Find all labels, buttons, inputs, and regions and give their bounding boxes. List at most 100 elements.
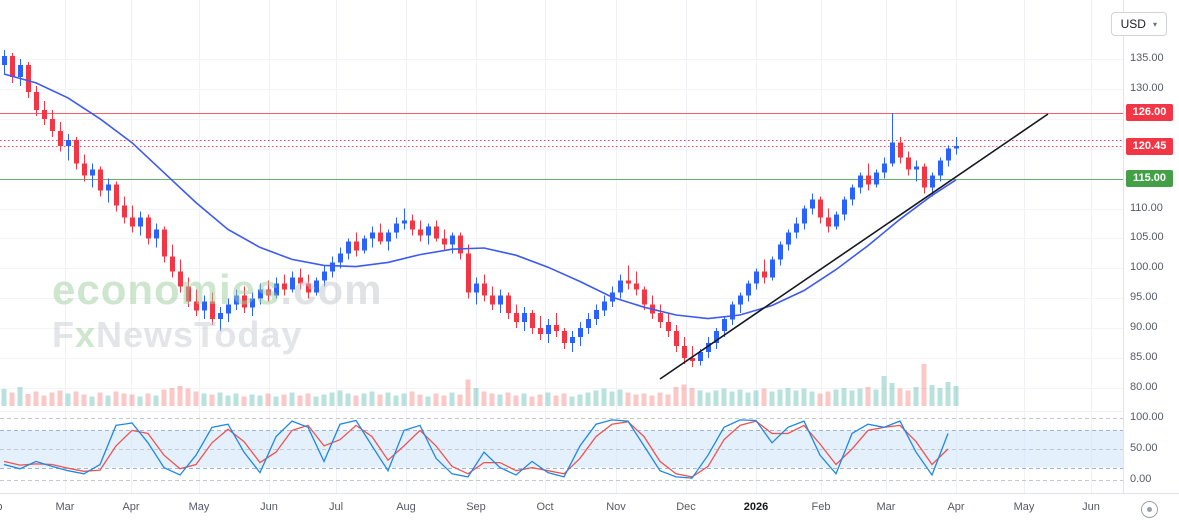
volume-bar	[841, 387, 847, 406]
volume-bar	[377, 394, 383, 406]
volume-bar	[369, 391, 375, 406]
volume-bar	[217, 392, 223, 406]
price-axis-label: 80.00	[1130, 381, 1158, 393]
candle-body	[314, 280, 319, 293]
candle-body	[154, 229, 159, 239]
candle-body	[138, 217, 143, 227]
volume-bar	[153, 395, 159, 406]
volume-bar	[281, 394, 287, 406]
oscillator-layer	[0, 418, 1123, 481]
time-axis-label: May	[188, 501, 210, 513]
volume-bar	[801, 388, 807, 406]
candle-body	[18, 65, 23, 77]
candle-body	[850, 187, 855, 200]
volume-bar	[25, 394, 31, 406]
price-axis[interactable]: 135.00 130.00 110.00 105.00 100.00 95.00 90.00…	[1124, 0, 1179, 493]
candle-body	[98, 169, 103, 191]
time-axis[interactable]: Feb Mar Apr May Jun Jul Aug Sep Oct Nov Dec 2026 Feb…	[0, 494, 1179, 522]
price-level-badge: 126.00	[1126, 104, 1173, 122]
candle-body	[570, 337, 575, 344]
candle-body	[754, 271, 759, 284]
candle-body	[162, 229, 167, 257]
grid-layer	[0, 0, 1123, 493]
time-axis-label: Apr	[122, 501, 140, 513]
volume-bar	[513, 395, 519, 406]
volume-bar	[185, 388, 191, 406]
volume-bar	[337, 390, 343, 406]
candle-body	[602, 301, 607, 311]
candle-body	[546, 325, 551, 335]
candle-body	[186, 286, 191, 302]
stochastic-k-line	[3, 419, 949, 479]
axis-target-icon[interactable]	[1141, 501, 1158, 518]
candle-body	[354, 241, 359, 251]
time-axis-label: Aug	[396, 501, 416, 513]
volume-bar	[321, 394, 327, 406]
volume-bar	[553, 395, 559, 406]
volume-bar	[409, 391, 415, 406]
volume-bar	[953, 385, 959, 406]
volume-bar	[145, 393, 151, 406]
stochastic-d-line	[3, 420, 949, 478]
candle-body	[674, 331, 679, 347]
candle-body	[690, 358, 695, 362]
volume-bar	[865, 386, 871, 406]
candle-body	[874, 172, 879, 185]
candle-body	[658, 313, 663, 323]
candle-body	[482, 283, 487, 296]
volume-bar	[201, 393, 207, 406]
volume-bar	[241, 396, 247, 406]
volume-bar	[753, 390, 759, 406]
volume-bar	[641, 393, 647, 406]
candle-body	[786, 232, 791, 245]
candle-body	[106, 184, 111, 191]
candle-body	[442, 238, 447, 245]
volume-bar	[353, 395, 359, 406]
volume-bar	[9, 392, 15, 406]
volume-bar	[593, 390, 599, 406]
trendline	[659, 113, 1049, 380]
candle-body	[338, 253, 343, 263]
candle-body	[90, 169, 95, 176]
candle-body	[762, 271, 767, 278]
candle-body	[290, 277, 295, 290]
candle-body	[666, 322, 671, 332]
candle-body	[586, 319, 591, 329]
volume-bar	[857, 388, 863, 406]
volume-bar	[401, 393, 407, 406]
candle-body	[2, 56, 7, 65]
candle-body	[58, 130, 63, 146]
price-axis-label: 100.00	[1130, 261, 1164, 274]
candle-body	[410, 220, 415, 230]
pane-separator	[0, 411, 1123, 412]
candle-body	[858, 175, 863, 188]
volume-bar	[41, 395, 47, 406]
currency-selector[interactable]: USD ▾	[1110, 12, 1167, 36]
candle-body	[818, 199, 823, 218]
volume-bar	[89, 396, 95, 406]
volume-bar	[113, 391, 119, 406]
candle-body	[914, 166, 919, 170]
candle-body	[626, 280, 631, 284]
volume-bar	[393, 395, 399, 406]
candle-body	[194, 301, 199, 311]
time-axis-label: Apr	[947, 501, 965, 513]
candle-body	[954, 146, 959, 149]
volume-bar	[249, 394, 255, 406]
volume-bar	[193, 391, 199, 406]
chevron-down-icon: ▾	[1152, 19, 1157, 29]
time-axis-label: May	[1013, 501, 1035, 513]
volume-bar	[897, 388, 903, 406]
candle-body	[418, 229, 423, 236]
axis-target-dot	[1147, 507, 1152, 512]
time-axis-label: Sep	[466, 501, 486, 513]
volume-bar	[769, 391, 775, 406]
volume-bar	[537, 394, 543, 406]
volume-bar	[913, 386, 919, 406]
candle-body	[402, 220, 407, 224]
currency-label: USD	[1120, 17, 1146, 31]
candle-body	[226, 304, 231, 314]
volume-bar	[497, 394, 503, 406]
candle-body	[274, 283, 279, 296]
